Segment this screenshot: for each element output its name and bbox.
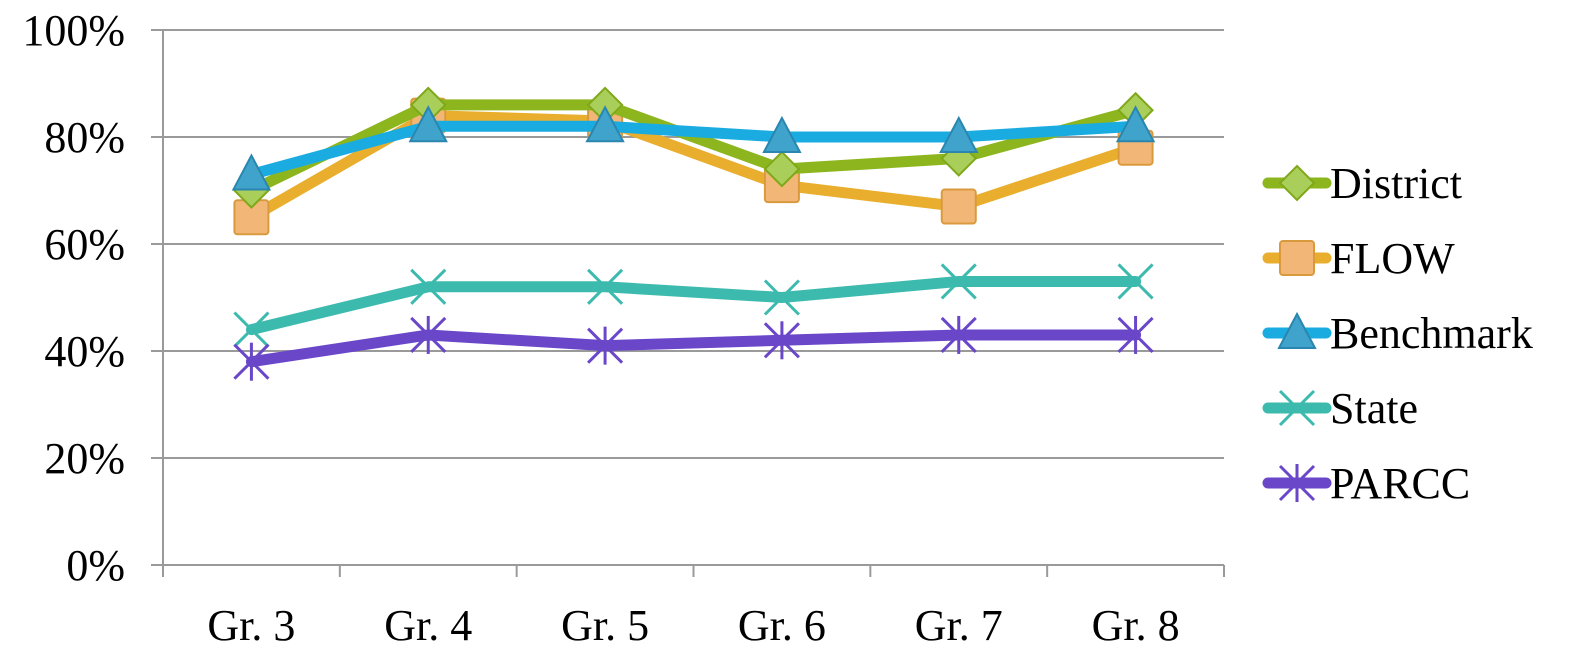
marker-square	[940, 188, 977, 225]
x-tick-label: Gr. 6	[738, 601, 826, 649]
marker-x	[233, 311, 270, 348]
series-flow	[233, 97, 1154, 236]
legend-item-flow: FLOW	[1262, 234, 1455, 283]
marker-asterisk	[1278, 464, 1316, 502]
marker-x-stroke	[410, 268, 447, 305]
x-tick-label: Gr. 5	[561, 601, 649, 649]
y-tick-label: 20%	[44, 434, 125, 483]
marker-x	[763, 279, 800, 316]
marker-x-stroke	[940, 263, 977, 300]
y-tick-label: 80%	[44, 113, 125, 162]
marker-asterisk	[233, 342, 270, 381]
series-line-state	[245, 275, 1142, 336]
marker-asterisk	[587, 326, 624, 365]
legend: District FLOW Benchmark State PARCC	[1262, 159, 1533, 508]
marker-x-stroke	[1278, 389, 1316, 427]
series-state	[233, 263, 1154, 348]
series-benchmark	[231, 105, 1156, 191]
x-tick-label: Gr. 3	[207, 601, 295, 649]
marker-triangle	[1277, 311, 1317, 349]
legend-item-state: State	[1262, 384, 1418, 433]
marker-diamond	[1278, 164, 1316, 202]
marker-x	[410, 268, 447, 305]
legend-item-parcc: PARCC	[1262, 459, 1470, 508]
axes: 0% 20% 40% 60% 80% 100% Gr. 3 Gr. 4 Gr. 5 Gr. 6 Gr…	[22, 6, 1225, 649]
gridlines	[163, 29, 1224, 459]
marker-diamond	[763, 150, 801, 188]
marker-x-stroke	[1117, 263, 1154, 300]
legend-item-benchmark: Benchmark	[1262, 309, 1533, 358]
marker-asterisk	[410, 315, 447, 354]
series-line-benchmark	[245, 120, 1142, 180]
series-parcc	[233, 315, 1154, 381]
y-tick-label: 0%	[66, 541, 125, 590]
legend-label: Benchmark	[1330, 309, 1533, 358]
marker-asterisk	[1117, 315, 1154, 354]
marker-asterisk	[940, 315, 977, 354]
series-line-parcc	[245, 329, 1142, 368]
marker-x-stroke	[587, 268, 624, 305]
marker-square	[1279, 240, 1315, 276]
marker-x	[940, 263, 977, 300]
marker-triangle	[408, 105, 448, 143]
marker-asterisk	[763, 321, 800, 360]
legend-label: PARCC	[1330, 459, 1470, 508]
x-tick-label: Gr. 4	[384, 601, 472, 649]
marker-x-stroke	[233, 311, 270, 348]
marker-x	[587, 268, 624, 305]
legend-label: FLOW	[1330, 234, 1455, 283]
legend-label: State	[1330, 384, 1418, 433]
x-tick-label: Gr. 7	[915, 601, 1003, 649]
x-tick-label: Gr. 8	[1092, 601, 1180, 649]
marker-triangle	[585, 105, 625, 143]
marker-x	[1278, 389, 1316, 427]
marker-triangle	[939, 115, 979, 153]
y-tick-label: 60%	[44, 220, 125, 269]
legend-label: District	[1330, 159, 1462, 208]
marker-x-stroke	[763, 279, 800, 316]
marker-x	[1117, 263, 1154, 300]
series-lines	[231, 86, 1156, 381]
marker-triangle	[762, 115, 802, 153]
y-tick-label: 100%	[22, 6, 125, 55]
marker-triangle	[1115, 105, 1156, 143]
legend-item-district: District	[1262, 159, 1462, 208]
y-tick-label: 40%	[44, 327, 125, 376]
marker-triangle	[231, 153, 272, 191]
